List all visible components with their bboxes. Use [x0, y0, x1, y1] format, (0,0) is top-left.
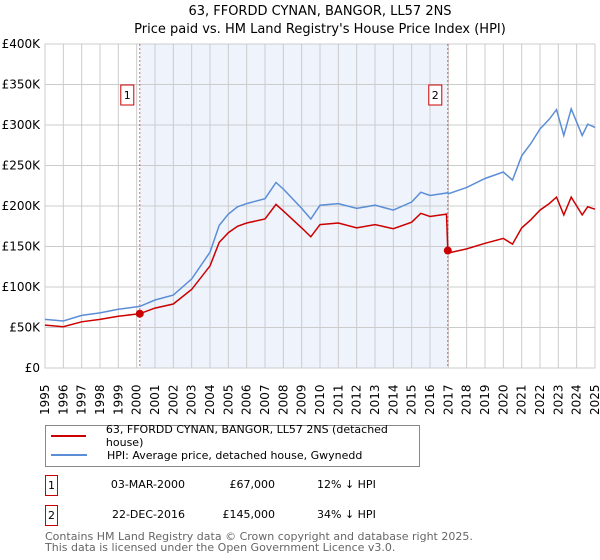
- x-tick-label: 1999: [111, 384, 125, 415]
- transaction-badge: 2: [45, 505, 58, 526]
- transaction-price: £67,000: [229, 478, 276, 491]
- x-tick-label: 2003: [185, 384, 199, 415]
- y-tick-label: £350K: [2, 78, 42, 92]
- x-tick-label: 2020: [496, 384, 510, 415]
- x-tick-label: 1997: [75, 384, 89, 415]
- x-tick-label: 2012: [350, 384, 364, 415]
- x-tick-label: 2006: [240, 384, 254, 415]
- sale-badge-label: 2: [432, 89, 439, 102]
- x-tick-label: 2005: [221, 384, 235, 415]
- chart-subtitle: Price paid vs. HM Land Registry's House …: [134, 22, 506, 37]
- footer-copyright: Contains HM Land Registry data © Crown c…: [45, 530, 473, 543]
- x-tick-label: 2023: [551, 384, 565, 415]
- transaction-price: £145,000: [222, 508, 276, 521]
- y-tick-label: £0: [25, 361, 40, 375]
- sale-badge: [120, 84, 135, 106]
- sale-point: [443, 246, 452, 255]
- x-tick-label: 2022: [533, 384, 547, 415]
- x-tick-label: 2008: [276, 384, 290, 415]
- y-tick-label: £400K: [2, 37, 42, 51]
- legend-item-property: 63, FFORDD CYNAN, BANGOR, LL57 2NS (deta…: [46, 423, 419, 449]
- x-tick-label: 2017: [441, 384, 455, 415]
- x-tick-label: 2004: [203, 384, 217, 415]
- legend-item-hpi: HPI: Average price, detached house, Gwyn…: [46, 446, 362, 464]
- x-tick-label: 2016: [423, 384, 437, 415]
- legend-label-hpi: HPI: Average price, detached house, Gwyn…: [107, 448, 363, 462]
- x-tick-label: 2002: [166, 384, 180, 415]
- transaction-row: 1 03-MAR-2000 £67,000 12% ↓ HPI: [45, 475, 445, 496]
- x-tick-label: 2015: [405, 384, 419, 415]
- series-line-property: [44, 195, 596, 328]
- series-line-hpi: [44, 106, 596, 322]
- sale-point: [135, 309, 144, 318]
- transaction-delta: 34% ↓ HPI: [317, 508, 376, 521]
- x-tick-label: 2024: [570, 384, 584, 415]
- transaction-badge: 1: [45, 475, 58, 496]
- legend-swatch-red: [51, 435, 86, 437]
- x-tick-label: 2021: [515, 384, 529, 415]
- legend-label-property: 63, FFORDD CYNAN, BANGOR, LL57 2NS (deta…: [105, 423, 388, 449]
- x-tick-label: 2009: [295, 384, 309, 415]
- y-tick-label: £250K: [2, 159, 42, 173]
- x-tick-label: 1995: [38, 384, 52, 415]
- legend: 63, FFORDD CYNAN, BANGOR, LL57 2NS (deta…: [45, 423, 420, 467]
- footer-licence: This data is licensed under the Open Gov…: [45, 541, 396, 554]
- y-tick-label: £200K: [2, 199, 42, 213]
- legend-swatch-blue: [51, 454, 87, 456]
- plot-frame: [44, 43, 596, 369]
- y-tick-label: £100K: [2, 280, 42, 294]
- y-tick-label: £150K: [2, 240, 42, 254]
- x-tick-label: 1996: [56, 384, 70, 415]
- x-tick-label: 1998: [93, 384, 107, 415]
- x-tick-label: 2014: [386, 384, 400, 415]
- y-tick-label: £50K: [9, 321, 41, 335]
- x-tick-label: 2007: [258, 384, 272, 415]
- transaction-date: 22-DEC-2016: [111, 508, 185, 521]
- chart-title: 63, FFORDD CYNAN, BANGOR, LL57 2NS: [188, 4, 452, 19]
- x-tick-label: 2013: [368, 384, 382, 415]
- x-tick-label: 2018: [460, 384, 474, 415]
- x-tick-label: 2010: [313, 384, 327, 415]
- transaction-delta: 12% ↓ HPI: [317, 478, 376, 491]
- x-tick-label: 2000: [130, 384, 144, 415]
- x-tick-label: 2019: [478, 384, 492, 415]
- x-tick-label: 2011: [331, 384, 345, 415]
- y-tick-label: £300K: [2, 118, 42, 132]
- x-tick-label: 2025: [588, 384, 600, 415]
- sale-badge: [428, 84, 443, 106]
- transaction-row: 2 22-DEC-2016 £145,000 34% ↓ HPI: [45, 505, 445, 526]
- sale-badge-label: 1: [124, 89, 131, 102]
- x-tick-label: 2001: [148, 384, 162, 415]
- line-chart: 1995 1996 1997 1998 1999 2000 2001 2002 2003 2004…: [2, 37, 600, 415]
- transaction-date: 03-MAR-2000: [110, 478, 185, 491]
